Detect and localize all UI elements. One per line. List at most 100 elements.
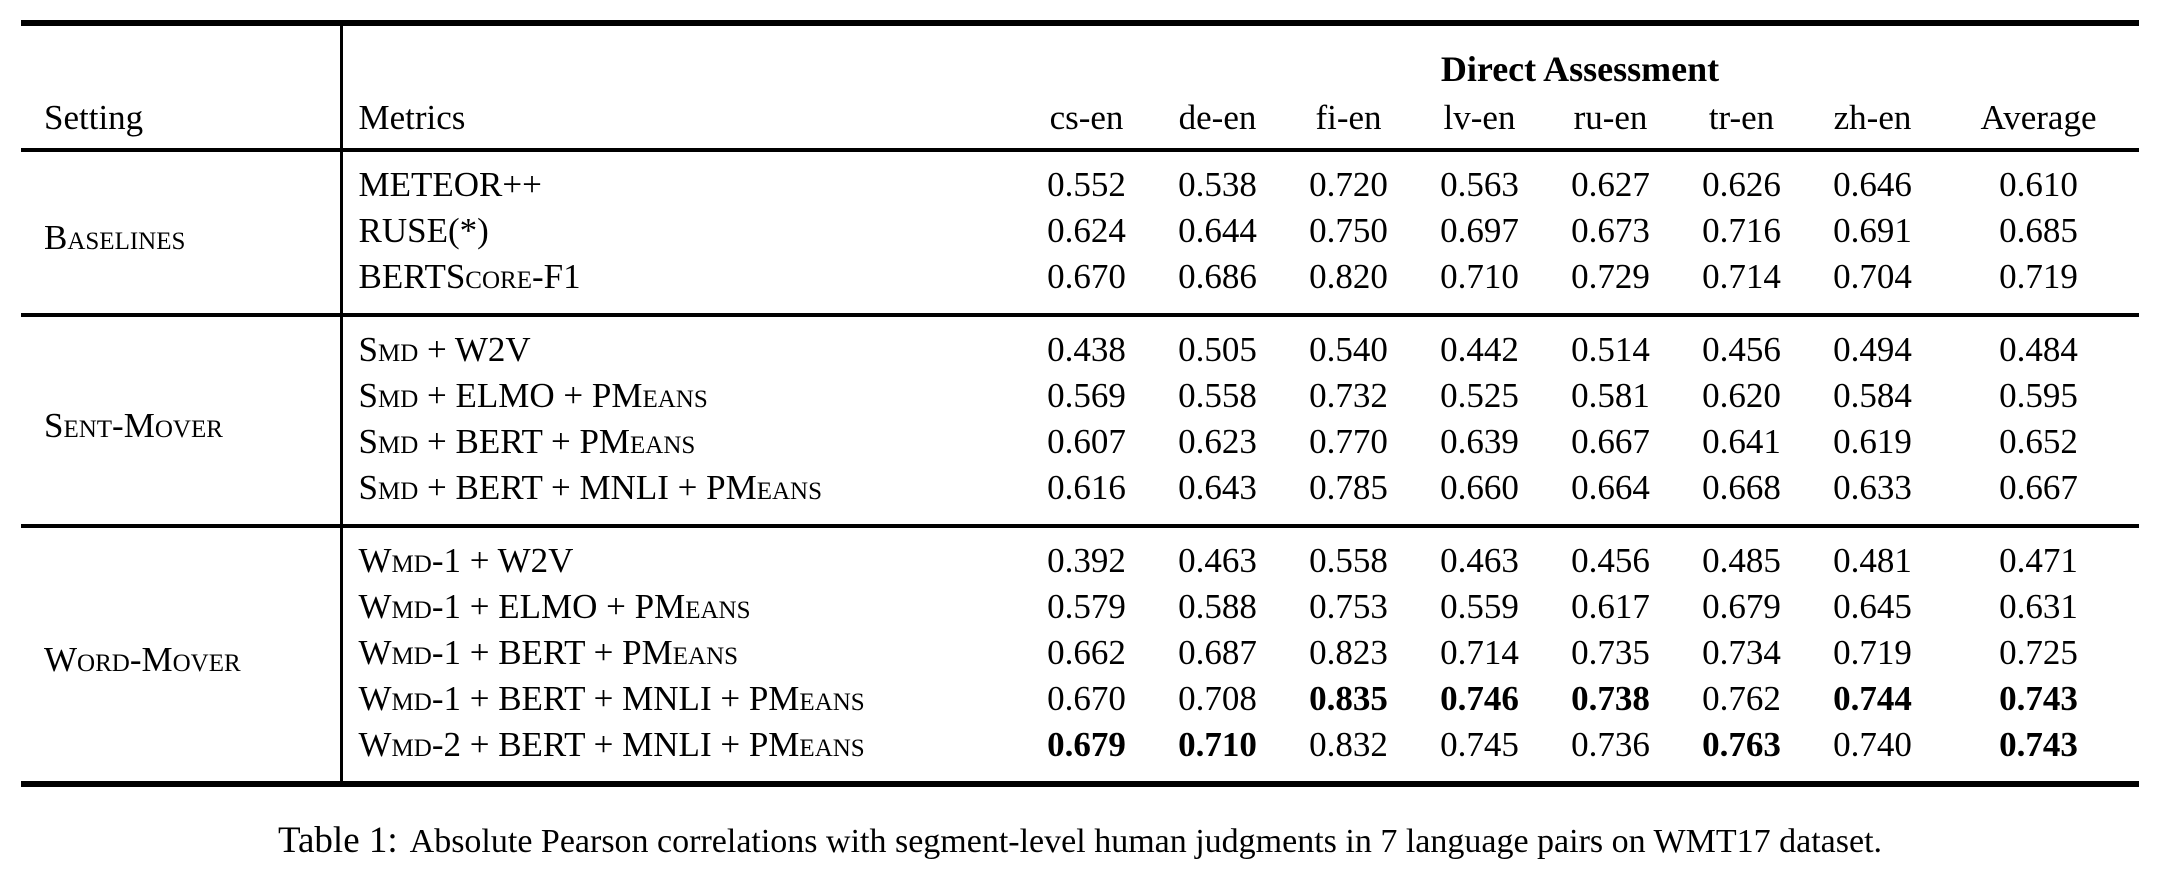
column-header-fi-en: fi-en [1315, 98, 1382, 137]
value-cell: 0.732 [1309, 376, 1388, 415]
table-row: Baselines METEOR++ 0.552 0.538 0.720 0.563 0.6… [21, 150, 2139, 257]
column-header-cs-en: cs-en [1049, 98, 1124, 137]
value-cell: 0.763 [1702, 725, 1781, 764]
value-cell: 0.735 [1571, 633, 1650, 672]
table-row: Smd + BERT + PMeans 0.607 0.623 0.770 0.639 0… [21, 419, 2139, 465]
value-cell: 0.624 [1047, 211, 1126, 250]
value-cell: 0.563 [1440, 165, 1519, 204]
table-header: Setting Metrics Direct Assessment cs-en d… [21, 23, 2140, 150]
value-cell: 0.646 [1833, 165, 1912, 204]
column-header-metrics: Metrics [339, 23, 1021, 150]
value-cell: 0.442 [1440, 330, 1519, 369]
value-cell: 0.745 [1440, 725, 1519, 764]
value-cell: 0.558 [1309, 541, 1388, 580]
table-row: Wmd-1 + ELMO + PMeans 0.579 0.588 0.753 0.55… [21, 584, 2139, 630]
value-cell: 0.595 [1999, 376, 2078, 415]
value-cell: 0.744 [1833, 679, 1912, 718]
metric-label: BERTScore-F1 [339, 254, 1021, 315]
value-cell: 0.785 [1309, 468, 1388, 507]
value-cell: 0.667 [1999, 468, 2078, 507]
table-row: Wmd-1 + BERT + PMeans 0.662 0.687 0.823 0.71… [21, 630, 2139, 676]
value-cell: 0.720 [1309, 165, 1388, 204]
column-header-zh-en: zh-en [1833, 98, 1912, 137]
caption-label: Table 1: [277, 820, 398, 861]
value-cell: 0.679 [1047, 725, 1126, 764]
metric-label: Wmd-1 + BERT + PMeans [339, 630, 1021, 676]
value-cell: 0.607 [1047, 422, 1126, 461]
value-cell: 0.710 [1440, 257, 1519, 296]
value-cell: 0.762 [1702, 679, 1781, 718]
value-cell: 0.569 [1047, 376, 1126, 415]
value-cell: 0.691 [1833, 211, 1912, 250]
metric-label: Wmd-1 + BERT + MNLI + PMeans [339, 676, 1021, 722]
metric-label: Wmd-2 + BERT + MNLI + PMeans [339, 722, 1021, 784]
value-cell: 0.714 [1702, 257, 1781, 296]
value-cell: 0.729 [1571, 257, 1650, 296]
column-header-de-en: de-en [1178, 98, 1257, 137]
value-cell: 0.438 [1047, 330, 1126, 369]
value-cell: 0.673 [1571, 211, 1650, 250]
value-cell: 0.670 [1047, 679, 1126, 718]
setting-label: Sent-Mover [44, 405, 223, 445]
value-cell: 0.697 [1440, 211, 1519, 250]
value-cell: 0.660 [1440, 468, 1519, 507]
value-cell: 0.641 [1702, 422, 1781, 461]
value-cell: 0.708 [1178, 679, 1257, 718]
value-cell: 0.463 [1178, 541, 1257, 580]
value-cell: 0.494 [1833, 330, 1912, 369]
value-cell: 0.456 [1571, 541, 1650, 580]
value-cell: 0.631 [1999, 587, 2078, 626]
value-cell: 0.540 [1309, 330, 1388, 369]
value-cell: 0.392 [1047, 541, 1126, 580]
table-caption: Table 1: Absolute Pearson correlations wi… [21, 819, 2139, 862]
value-cell: 0.617 [1571, 587, 1650, 626]
column-header-setting: Setting [44, 98, 144, 137]
setting-label: Baselines [44, 217, 186, 257]
value-cell: 0.753 [1309, 587, 1388, 626]
value-cell: 0.633 [1833, 468, 1912, 507]
value-cell: 0.584 [1833, 376, 1912, 415]
metric-label: Smd + W2V [339, 315, 1021, 373]
results-table: Setting Metrics Direct Assessment cs-en d… [21, 20, 2140, 787]
metric-label: Smd + BERT + PMeans [339, 419, 1021, 465]
value-cell: 0.835 [1309, 679, 1388, 718]
setting-label: Word-Mover [44, 639, 241, 679]
value-cell: 0.471 [1999, 541, 2078, 580]
column-header-lv-en: lv-en [1443, 98, 1516, 137]
value-cell: 0.456 [1702, 330, 1781, 369]
value-cell: 0.740 [1833, 725, 1912, 764]
value-cell: 0.679 [1702, 587, 1781, 626]
value-cell: 0.484 [1999, 330, 2078, 369]
value-cell: 0.734 [1702, 633, 1781, 672]
value-cell: 0.668 [1702, 468, 1781, 507]
value-cell: 0.581 [1571, 376, 1650, 415]
value-cell: 0.686 [1178, 257, 1257, 296]
value-cell: 0.685 [1999, 211, 2078, 250]
caption-text: Absolute Pearson correlations with segme… [409, 823, 1883, 860]
column-header-average: Average [1980, 98, 2097, 137]
value-cell: 0.736 [1571, 725, 1650, 764]
column-header-tr-en: tr-en [1708, 98, 1775, 137]
value-cell: 0.559 [1440, 587, 1519, 626]
value-cell: 0.639 [1440, 422, 1519, 461]
value-cell: 0.616 [1047, 468, 1126, 507]
table-row: Sent-Mover Smd + W2V 0.438 0.505 0.540 0.442 0… [21, 315, 2139, 445]
value-cell: 0.558 [1178, 376, 1257, 415]
metric-label: Wmd-1 + ELMO + PMeans [339, 584, 1021, 630]
value-cell: 0.620 [1702, 376, 1781, 415]
value-cell: 0.588 [1178, 587, 1257, 626]
value-cell: 0.505 [1178, 330, 1257, 369]
value-cell: 0.738 [1571, 679, 1650, 718]
value-cell: 0.463 [1440, 541, 1519, 580]
value-cell: 0.645 [1833, 587, 1912, 626]
value-cell: 0.610 [1999, 165, 2078, 204]
value-cell: 0.725 [1999, 633, 2078, 672]
metric-label: RUSE(*) [339, 208, 1021, 254]
table-row: Smd + ELMO + PMeans 0.569 0.558 0.732 0.525 0… [21, 373, 2139, 419]
value-cell: 0.719 [1833, 633, 1912, 672]
table-row: Wmd-1 + BERT + MNLI + PMeans 0.670 0.708 0.… [21, 676, 2139, 722]
table-header-row-group: Setting Metrics Direct Assessment [21, 23, 2139, 150]
value-cell: 0.750 [1309, 211, 1388, 250]
metric-label: Smd + ELMO + PMeans [339, 373, 1021, 419]
